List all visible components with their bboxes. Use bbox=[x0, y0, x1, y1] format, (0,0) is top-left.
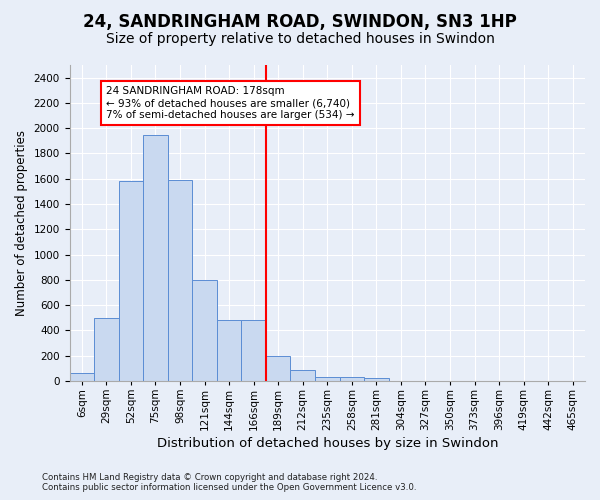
Bar bbox=[94, 318, 119, 381]
Bar bbox=[217, 320, 241, 381]
Bar bbox=[266, 356, 290, 381]
Bar bbox=[340, 378, 364, 381]
Y-axis label: Number of detached properties: Number of detached properties bbox=[15, 130, 28, 316]
Text: Size of property relative to detached houses in Swindon: Size of property relative to detached ho… bbox=[106, 32, 494, 46]
Text: Contains HM Land Registry data © Crown copyright and database right 2024.
Contai: Contains HM Land Registry data © Crown c… bbox=[42, 473, 416, 492]
Bar bbox=[241, 320, 266, 381]
Bar bbox=[168, 180, 192, 381]
Bar bbox=[70, 374, 94, 381]
Text: 24, SANDRINGHAM ROAD, SWINDON, SN3 1HP: 24, SANDRINGHAM ROAD, SWINDON, SN3 1HP bbox=[83, 12, 517, 30]
Bar bbox=[364, 378, 389, 381]
Bar bbox=[119, 182, 143, 381]
Bar bbox=[192, 280, 217, 381]
Bar bbox=[290, 370, 315, 381]
Bar bbox=[315, 376, 340, 381]
X-axis label: Distribution of detached houses by size in Swindon: Distribution of detached houses by size … bbox=[157, 437, 498, 450]
Text: 24 SANDRINGHAM ROAD: 178sqm
← 93% of detached houses are smaller (6,740)
7% of s: 24 SANDRINGHAM ROAD: 178sqm ← 93% of det… bbox=[106, 86, 355, 120]
Bar bbox=[143, 134, 168, 381]
